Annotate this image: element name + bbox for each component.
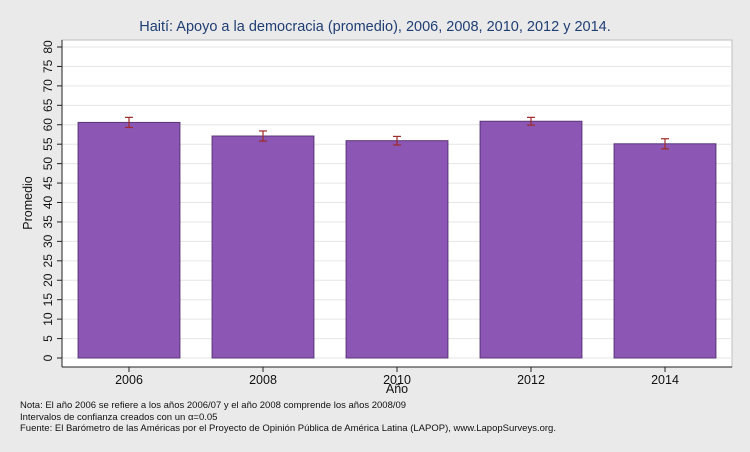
- y-tick-label: 35: [41, 215, 55, 229]
- bar: [77, 121, 181, 359]
- y-tick-label: 0: [41, 354, 55, 361]
- footnotes: Nota: El año 2006 se refiere a los años …: [20, 400, 556, 435]
- x-ticks: 2006 2008 2010 2012 2014: [115, 367, 679, 387]
- y-tick-label: 80: [41, 40, 55, 54]
- y-tick-label: 5: [41, 335, 55, 342]
- note-years: Nota: El año 2006 se refiere a los años …: [20, 400, 407, 411]
- y-tick-label: 10: [41, 312, 55, 326]
- bar: [613, 143, 717, 359]
- y-tick-label: 50: [41, 157, 55, 171]
- y-tick-label: 45: [41, 176, 55, 190]
- y-axis-label: Promedio: [21, 176, 35, 230]
- y-tick-label: 60: [41, 118, 55, 132]
- x-axis-label: Año: [386, 382, 408, 396]
- y-tick-label: 15: [41, 293, 55, 307]
- y-tick-label: 20: [41, 273, 55, 287]
- x-tick-label: 2014: [651, 373, 679, 387]
- y-tick-label: 25: [41, 254, 55, 268]
- chart: Haití: Apoyo a la democracia (promedio),…: [21, 19, 733, 396]
- bar: [345, 140, 449, 359]
- x-tick-label: 2008: [249, 373, 277, 387]
- y-ticks: 0 5 10 15 20 25 30 35 40 45 50 55 60 65 70 75 80: [41, 40, 62, 361]
- chart-title: Haití: Apoyo a la democracia (promedio),…: [139, 19, 611, 35]
- y-tick-label: 75: [41, 59, 55, 73]
- note-confidence: Intervalos de confianza creados con un α…: [20, 411, 218, 423]
- x-tick-label: 2010: [383, 373, 411, 387]
- y-tick-label: 30: [41, 234, 55, 248]
- x-tick-label: 2012: [517, 373, 545, 387]
- bars: [77, 120, 717, 359]
- y-tick-label: 40: [41, 196, 55, 210]
- y-tick-label: 65: [41, 98, 55, 112]
- y-tick-label: 55: [41, 137, 55, 151]
- error-bars: [125, 116, 669, 150]
- bar: [211, 135, 315, 359]
- bar: [479, 120, 583, 359]
- y-tick-label: 70: [41, 79, 55, 93]
- x-tick-label: 2006: [115, 373, 143, 387]
- note-source: Fuente: El Barómetro de las Américas por…: [20, 423, 556, 434]
